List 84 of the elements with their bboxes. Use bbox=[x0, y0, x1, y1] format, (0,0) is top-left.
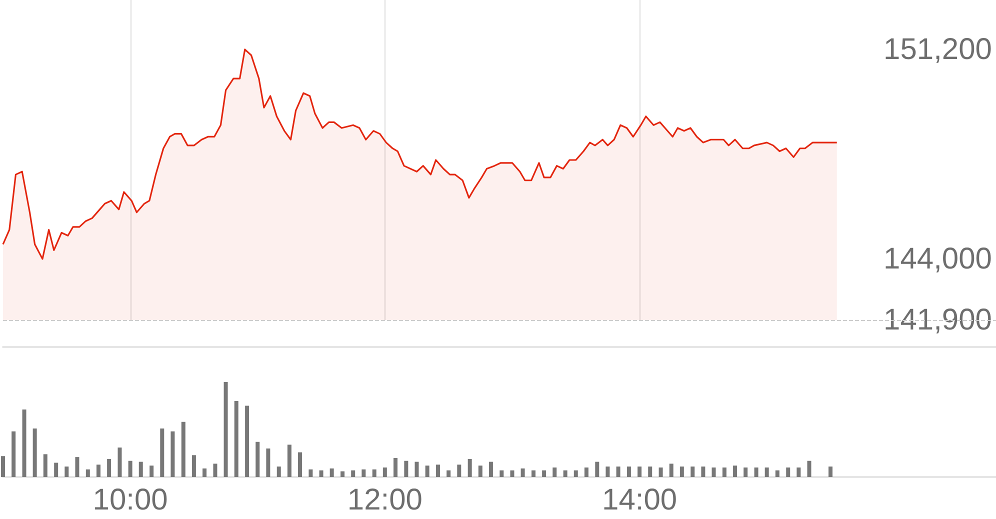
bar bbox=[425, 466, 430, 477]
bar bbox=[744, 468, 748, 477]
y-tick-label: 141,900 bbox=[884, 304, 992, 336]
bar bbox=[86, 469, 90, 477]
bar bbox=[764, 468, 769, 477]
y-tick-label: 151,200 bbox=[884, 32, 992, 66]
bar bbox=[807, 460, 812, 477]
bar bbox=[520, 468, 525, 477]
bar bbox=[436, 464, 440, 477]
bar bbox=[616, 466, 620, 477]
bar bbox=[256, 442, 260, 477]
bar bbox=[510, 470, 514, 477]
bar bbox=[531, 470, 536, 477]
bar bbox=[362, 469, 366, 477]
bar bbox=[170, 431, 175, 477]
bar bbox=[32, 428, 37, 477]
bar bbox=[775, 470, 780, 477]
bar bbox=[457, 464, 462, 477]
bar bbox=[552, 468, 557, 477]
bar bbox=[658, 468, 663, 477]
bar bbox=[75, 457, 80, 477]
bar bbox=[1, 456, 5, 477]
bar bbox=[690, 466, 695, 477]
y-tick-label: 144,000 bbox=[884, 242, 992, 276]
bar bbox=[340, 471, 345, 477]
bar bbox=[245, 406, 250, 477]
bar bbox=[606, 466, 610, 477]
bar bbox=[584, 468, 588, 477]
bar bbox=[150, 466, 154, 477]
bar bbox=[500, 470, 504, 477]
bar bbox=[128, 460, 132, 477]
bar bbox=[202, 468, 207, 477]
bar bbox=[382, 468, 387, 477]
bar bbox=[22, 410, 26, 477]
bar bbox=[680, 466, 684, 477]
bar bbox=[319, 470, 324, 477]
bar bbox=[330, 468, 334, 477]
bar bbox=[446, 470, 451, 477]
bar bbox=[468, 458, 472, 477]
bar bbox=[224, 382, 228, 477]
bar bbox=[414, 462, 419, 477]
bar bbox=[160, 428, 164, 477]
bar bbox=[828, 466, 832, 477]
bar bbox=[733, 466, 738, 477]
bar bbox=[213, 464, 218, 477]
bar bbox=[712, 468, 716, 477]
bar bbox=[563, 470, 568, 477]
x-tick-label: 14:00 bbox=[602, 484, 678, 516]
x-tick-label: 10:00 bbox=[92, 484, 168, 516]
bar bbox=[786, 468, 790, 477]
bar bbox=[138, 462, 143, 477]
bar bbox=[308, 469, 313, 477]
bar bbox=[64, 466, 69, 477]
bar bbox=[393, 458, 398, 477]
bar bbox=[107, 458, 112, 477]
bar bbox=[722, 468, 726, 477]
bar bbox=[404, 460, 408, 477]
bar bbox=[287, 444, 292, 477]
x-tick-label: 12:00 bbox=[347, 484, 422, 516]
bar bbox=[266, 448, 270, 477]
bar bbox=[351, 470, 356, 477]
bar bbox=[372, 469, 376, 477]
bar bbox=[796, 468, 801, 477]
bar bbox=[181, 422, 186, 477]
bar bbox=[234, 401, 238, 477]
bar bbox=[12, 431, 16, 477]
bar bbox=[43, 454, 48, 477]
bar bbox=[669, 464, 674, 477]
bar bbox=[118, 448, 122, 477]
bar bbox=[574, 470, 578, 477]
bar bbox=[701, 466, 706, 477]
bar bbox=[54, 462, 58, 477]
bar bbox=[488, 462, 493, 477]
bar bbox=[276, 466, 281, 477]
bar bbox=[648, 466, 652, 477]
bar bbox=[638, 466, 642, 477]
bar bbox=[626, 466, 631, 477]
bar bbox=[478, 466, 482, 477]
bar bbox=[595, 462, 600, 477]
bar bbox=[298, 452, 302, 477]
bar bbox=[192, 455, 196, 477]
bar bbox=[754, 468, 758, 477]
bar bbox=[96, 464, 100, 477]
bar bbox=[542, 470, 546, 477]
